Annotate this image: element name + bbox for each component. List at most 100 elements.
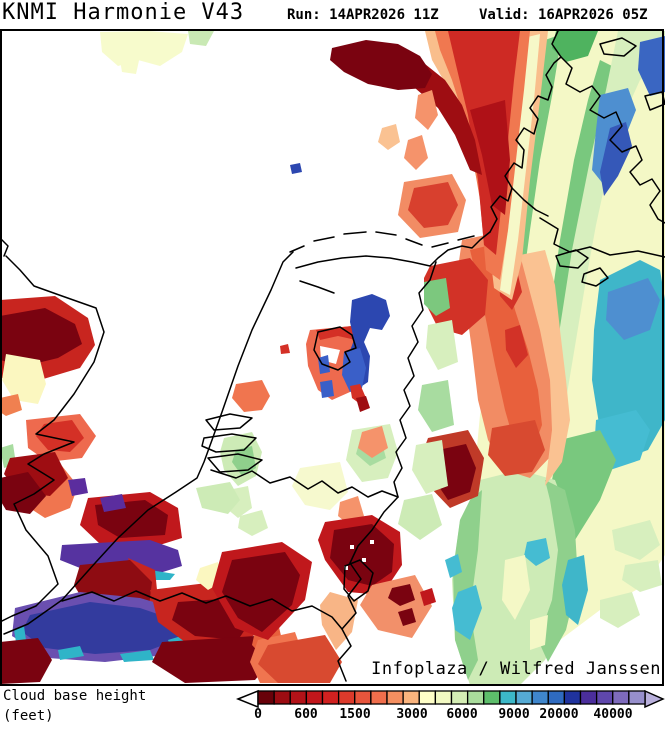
colorbar-cell: [386, 690, 404, 705]
col-paleyellow-strip: [500, 34, 540, 295]
colorbar-cell: [515, 690, 533, 705]
topleft-yellow-lobe: [120, 56, 140, 74]
inner-lake: [555, 249, 589, 269]
england-coast-fragment: [0, 237, 9, 257]
border-green: [418, 380, 454, 432]
england-purple-bit: [68, 478, 88, 496]
sea-blue-dot: [290, 163, 302, 174]
border-palegreen: [426, 320, 458, 370]
legend-units: (feet): [3, 708, 54, 724]
afsluitdijk: [299, 280, 335, 294]
england-coast: [0, 255, 105, 623]
luxembourg-outline: [343, 559, 374, 602]
wadden-island-dash: [343, 231, 367, 235]
bc-palegreen-patch: [196, 482, 240, 514]
east-pale-patch: [600, 592, 640, 628]
wadden-island-dash: [405, 238, 423, 246]
credit-text: Infoplaza / Wilfred Janssen: [371, 659, 661, 679]
colorbar-cell: [402, 690, 420, 705]
colorbar-tick-label: 0: [254, 707, 262, 722]
east-pale-patch: [612, 520, 660, 560]
bl-cyan-patch: [58, 646, 84, 660]
colorbar-cell: [595, 690, 614, 705]
colorbar-cell: [612, 690, 630, 705]
mid-red-streak: [505, 325, 528, 368]
east-blue-corner: [638, 36, 665, 96]
col-peach-dot: [378, 124, 400, 150]
england-orange-dash: [0, 394, 22, 416]
colorbar-tick-label: 1500: [339, 707, 370, 722]
eifel-speckle: [370, 540, 374, 544]
col-salmon-bit: [404, 135, 428, 170]
green-mass-cyan-strip: [562, 555, 588, 625]
colorbar-cell: [579, 690, 598, 705]
blue-south-bit: [320, 380, 334, 398]
baltic-coast-south: [539, 217, 665, 258]
colorbar-left-arrow: [235, 689, 259, 709]
east-green-streak: [550, 60, 620, 340]
colorbar-cell: [450, 690, 469, 705]
border-red-blob: [408, 182, 458, 228]
colorbar: 0 600 1500 3000 6000 9000 20000 40000: [235, 689, 665, 722]
colorbar-cell: [628, 690, 646, 705]
wadden-island-dash: [313, 236, 335, 242]
coast-red-dot: [280, 344, 290, 354]
wadden-island-dash: [431, 242, 449, 248]
border-palegreen: [412, 440, 448, 494]
wadden-island-dash: [289, 245, 305, 253]
zeeland-island: [201, 433, 257, 453]
eifel-maroon: [330, 524, 394, 586]
colorbar-cell: [418, 690, 437, 705]
baltic-island: [599, 37, 637, 57]
bl-cyan-patch: [120, 650, 154, 662]
bc-red-dot: [420, 588, 436, 606]
mid-red-blob-lower: [488, 420, 545, 476]
nl-maroon-tip: [356, 396, 370, 412]
flevoland-outline: [313, 326, 357, 371]
colorbar-cell: [257, 690, 275, 705]
coastline-layer: [0, 30, 665, 682]
wadden-island-dash: [375, 231, 397, 236]
inner-lake: [581, 267, 609, 287]
green-mass-cyan-blob: [524, 538, 550, 566]
green-mass-cyan-patch: [452, 585, 482, 640]
nl-north-coast: [295, 231, 491, 269]
col-salmon-bit: [415, 90, 438, 130]
colorbar-tick-label: 40000: [593, 707, 632, 722]
elbe-river: [511, 187, 549, 217]
german-bight-coast: [489, 56, 562, 233]
colorbar-cell: [466, 690, 485, 705]
legend-title: Cloud base height: [3, 688, 147, 704]
denmark-top-piece: [551, 30, 562, 58]
green-mass-yellow-bit: [502, 555, 530, 620]
east-blue-mid: [606, 278, 660, 340]
bc-palegreen-patch: [238, 510, 268, 536]
bc-orange-band: [258, 635, 342, 683]
eifel-speckle: [362, 558, 366, 562]
legend-bar: Cloud base height (feet) 0 600 1500 3000 600…: [0, 686, 665, 735]
border-palegreen: [398, 494, 442, 540]
england-maroon: [0, 308, 82, 366]
colorbar-cell: [563, 690, 582, 705]
bl-maroon-corner: [0, 638, 52, 684]
thames-red-core: [36, 420, 84, 452]
be-fr-border: [61, 590, 343, 630]
zeeland-salmon: [232, 380, 270, 412]
banana-maroon: [330, 40, 432, 90]
colorbar-cell: [321, 690, 340, 705]
zeeland-island: [207, 453, 263, 473]
colorbar-cell: [305, 690, 324, 705]
bl-maroon-bottom: [152, 636, 272, 683]
nl-be-border: [210, 469, 399, 498]
col-darkstreak: [470, 100, 510, 215]
colorbar-cell: [434, 690, 453, 705]
be-de-border: [337, 496, 399, 682]
bc-maroon-dot: [398, 608, 416, 626]
wadden-island-dash: [457, 235, 475, 241]
bc-maroon-band: [222, 552, 300, 632]
green-mass-cyan-patch: [445, 554, 462, 578]
mid-red-blob-upper: [424, 258, 488, 335]
colorbar-cell: [483, 690, 501, 705]
colorbar-cell: [499, 690, 517, 705]
model-title: KNMI Harmonie V43: [2, 0, 245, 25]
